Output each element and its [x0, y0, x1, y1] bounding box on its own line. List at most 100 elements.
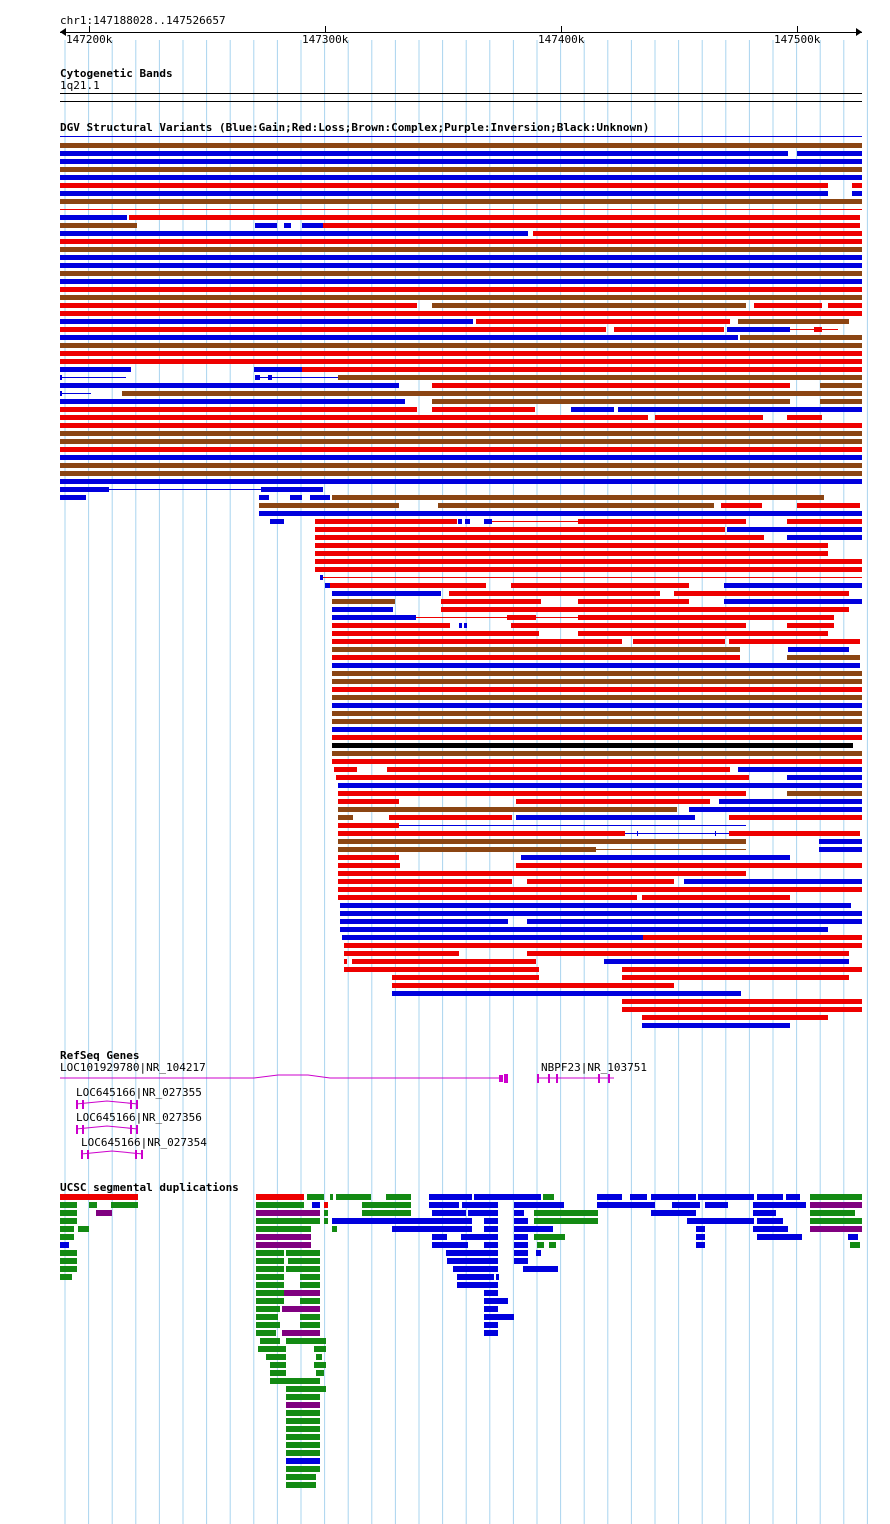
dgv-variant[interactable]: [60, 367, 131, 372]
dgv-variant[interactable]: [302, 367, 862, 372]
segdup-feature[interactable]: [256, 1250, 284, 1256]
dgv-variant[interactable]: [122, 391, 862, 396]
segdup-feature[interactable]: [698, 1194, 754, 1200]
dgv-variant[interactable]: [60, 431, 862, 436]
segdup-feature[interactable]: [256, 1226, 311, 1232]
dgv-variant[interactable]: [820, 383, 862, 388]
segdup-feature[interactable]: [286, 1338, 326, 1344]
segdup-feature[interactable]: [523, 1266, 558, 1272]
dgv-variant[interactable]: [332, 743, 853, 748]
segdup-feature[interactable]: [810, 1210, 855, 1216]
segdup-feature[interactable]: [256, 1322, 280, 1328]
dgv-variant[interactable]: [674, 591, 849, 596]
dgv-variant[interactable]: [60, 231, 528, 236]
dgv-variant[interactable]: [332, 615, 416, 620]
dgv-variant[interactable]: [315, 543, 828, 548]
segdup-feature[interactable]: [630, 1194, 647, 1200]
gene-exon[interactable]: [130, 1100, 132, 1109]
gene-exon[interactable]: [76, 1125, 78, 1134]
segdup-feature[interactable]: [484, 1290, 498, 1296]
dgv-variant[interactable]: [516, 799, 710, 804]
dgv-variant[interactable]: [797, 503, 860, 508]
dgv-variant[interactable]: [516, 863, 862, 868]
dgv-variant[interactable]: [787, 415, 822, 420]
dgv-variant[interactable]: [797, 151, 862, 156]
segdup-feature[interactable]: [60, 1218, 77, 1224]
segdup-feature[interactable]: [60, 1258, 77, 1264]
gene-exon[interactable]: [608, 1074, 610, 1083]
dgv-variant[interactable]: [60, 479, 862, 484]
dgv-variant[interactable]: [338, 839, 746, 844]
dgv-variant[interactable]: [340, 919, 508, 924]
dgv-variant[interactable]: [338, 879, 512, 884]
dgv-variant[interactable]: [60, 199, 862, 204]
dgv-variant[interactable]: [441, 607, 849, 612]
segdup-feature[interactable]: [286, 1266, 320, 1272]
segdup-feature[interactable]: [270, 1378, 320, 1384]
dgv-variant[interactable]: [527, 919, 862, 924]
segdup-feature[interactable]: [270, 1370, 286, 1376]
dgv-variant[interactable]: [787, 535, 862, 540]
dgv-variant[interactable]: [344, 951, 459, 956]
dgv-variant[interactable]: [342, 935, 643, 940]
segdup-feature[interactable]: [651, 1210, 696, 1216]
dgv-variant[interactable]: [310, 495, 330, 500]
segdup-feature[interactable]: [757, 1194, 783, 1200]
dgv-variant[interactable]: [724, 599, 862, 604]
segdup-feature[interactable]: [432, 1210, 466, 1216]
segdup-feature[interactable]: [484, 1242, 498, 1248]
segdup-feature[interactable]: [696, 1226, 705, 1232]
dgv-variant[interactable]: [325, 583, 330, 588]
dgv-variant[interactable]: [332, 751, 862, 756]
segdup-feature[interactable]: [282, 1330, 320, 1336]
segdup-feature[interactable]: [286, 1450, 320, 1456]
dgv-variant[interactable]: [332, 703, 862, 708]
segdup-feature[interactable]: [484, 1218, 498, 1224]
dgv-variant[interactable]: [438, 503, 714, 508]
segdup-feature[interactable]: [256, 1306, 280, 1312]
segdup-feature[interactable]: [514, 1210, 524, 1216]
segdup-feature[interactable]: [534, 1234, 565, 1240]
segdup-feature[interactable]: [786, 1194, 800, 1200]
dgv-variant[interactable]: [527, 879, 674, 884]
segdup-feature[interactable]: [286, 1394, 320, 1400]
dgv-variant[interactable]: [338, 799, 399, 804]
dgv-variant[interactable]: [432, 407, 535, 412]
segdup-feature[interactable]: [549, 1242, 556, 1248]
dgv-variant[interactable]: [259, 511, 862, 516]
dgv-variant[interactable]: [787, 791, 862, 796]
dgv-variant[interactable]: [338, 791, 746, 796]
gene-exon[interactable]: [76, 1100, 78, 1109]
segdup-feature[interactable]: [453, 1266, 498, 1272]
dgv-variant[interactable]: [432, 399, 790, 404]
segdup-feature[interactable]: [484, 1330, 498, 1336]
segdup-feature[interactable]: [332, 1226, 337, 1232]
segdup-feature[interactable]: [300, 1298, 320, 1304]
segdup-feature[interactable]: [60, 1234, 74, 1240]
dgv-variant[interactable]: [60, 391, 62, 396]
dgv-variant[interactable]: [332, 591, 441, 596]
segdup-feature[interactable]: [336, 1194, 371, 1200]
dgv-variant[interactable]: [315, 551, 828, 556]
dgv-variant[interactable]: [441, 599, 541, 604]
dgv-variant[interactable]: [511, 583, 689, 588]
dgv-variant[interactable]: [729, 815, 862, 820]
segdup-feature[interactable]: [286, 1466, 320, 1472]
segdup-feature[interactable]: [446, 1250, 498, 1256]
dgv-variant[interactable]: [622, 1007, 862, 1012]
refseq-track-title[interactable]: RefSeq Genes: [60, 1049, 140, 1062]
dgv-variant[interactable]: [392, 983, 674, 988]
segdup-feature[interactable]: [484, 1322, 498, 1328]
segdup-feature[interactable]: [429, 1202, 459, 1208]
segdup-feature[interactable]: [534, 1210, 598, 1216]
segdup-feature[interactable]: [392, 1226, 472, 1232]
dgv-variant[interactable]: [622, 999, 862, 1004]
segdup-feature[interactable]: [705, 1202, 728, 1208]
dgv-variant[interactable]: [60, 359, 862, 364]
dgv-variant[interactable]: [721, 503, 762, 508]
dgv-variant[interactable]: [338, 823, 399, 828]
segdup-feature[interactable]: [496, 1274, 499, 1280]
dgv-variant[interactable]: [387, 767, 730, 772]
dgv-variant[interactable]: [684, 879, 862, 884]
dgv-variant[interactable]: [60, 247, 862, 252]
